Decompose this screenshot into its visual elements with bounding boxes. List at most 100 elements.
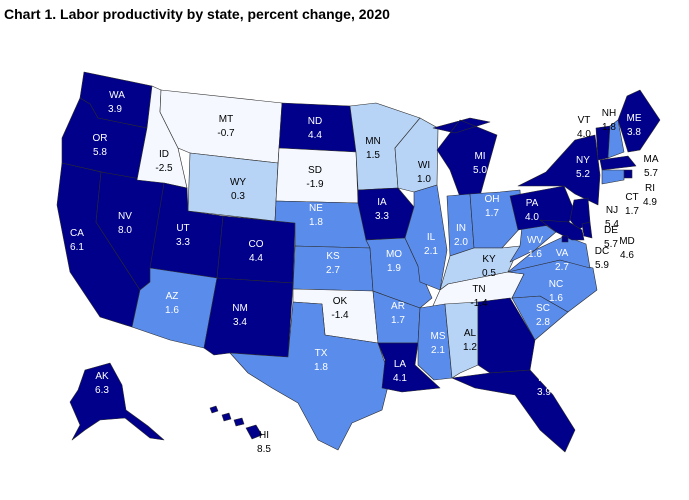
state-label-wa: WA — [109, 90, 125, 101]
state-label-ar: AR — [391, 301, 405, 312]
state-label-ok: OK — [333, 296, 348, 307]
state-value-in: 2.0 — [454, 237, 468, 248]
state-label-ny: NY — [576, 155, 590, 166]
state-value-al: 1.2 — [463, 342, 477, 353]
state-label-ma: MA — [644, 154, 659, 165]
state-label-ms: MS — [431, 331, 446, 342]
state-label-sd: SD — [308, 165, 322, 176]
state-nm — [203, 277, 294, 358]
state-label-ia: IA — [377, 197, 387, 208]
state-value-tn: -1.4 — [470, 298, 488, 309]
state-label-in: IN — [456, 223, 466, 234]
state-ri — [623, 169, 633, 179]
state-label-nj: NJ — [606, 205, 618, 216]
state-label-ri: RI — [645, 183, 655, 194]
state-label-mi: MI — [474, 151, 485, 162]
state-value-ok: -1.4 — [331, 310, 349, 321]
state-value-co: 4.4 — [249, 253, 263, 264]
state-md — [539, 219, 585, 241]
state-ma — [599, 155, 637, 171]
state-label-co: CO — [249, 239, 264, 250]
state-value-sd: -1.9 — [306, 179, 324, 190]
state-al — [444, 301, 479, 379]
state-value-ar: 1.7 — [391, 315, 405, 326]
state-value-wy: 0.3 — [231, 191, 245, 202]
state-nd — [278, 102, 357, 153]
state-value-ak: 6.3 — [95, 385, 109, 396]
state-value-nh: 1.8 — [602, 122, 616, 133]
state-value-pa: 4.0 — [525, 212, 539, 223]
state-value-nv: 8.0 — [118, 225, 132, 236]
state-label-dc: DC — [595, 246, 609, 257]
state-value-de: 5.7 — [604, 239, 618, 250]
state-label-md: MD — [619, 236, 635, 247]
state-label-or: OR — [93, 133, 108, 144]
state-label-nm: NM — [232, 303, 248, 314]
state-label-me: ME — [627, 113, 642, 124]
state-value-mo: 1.9 — [387, 263, 401, 274]
state-value-tx: 1.8 — [314, 362, 328, 373]
state-label-ks: KS — [326, 251, 340, 262]
state-value-ga: 3.7 — [505, 426, 519, 437]
state-la — [377, 342, 441, 393]
state-value-az: 1.6 — [165, 305, 179, 316]
state-value-ut: 3.3 — [176, 237, 190, 248]
state-label-vt: VT — [578, 115, 591, 126]
state-value-mi: 5.0 — [473, 165, 487, 176]
state-label-ak: AK — [95, 371, 109, 382]
state-value-wa: 3.9 — [108, 104, 122, 115]
state-mi — [432, 117, 498, 198]
state-value-ma: 5.7 — [644, 168, 658, 179]
state-label-il: IL — [427, 232, 436, 243]
state-value-nd: 4.4 — [308, 130, 322, 141]
state-tx — [229, 301, 391, 451]
state-value-ms: 2.1 — [431, 345, 445, 356]
state-value-ct: 1.7 — [625, 206, 639, 217]
state-ct — [601, 169, 625, 185]
state-value-sc: 2.8 — [536, 317, 550, 328]
state-label-nc: NC — [549, 279, 563, 290]
state-value-dc: 5.9 — [595, 260, 609, 271]
state-value-ky: 0.5 — [482, 268, 496, 279]
chart-title: Chart 1. Labor productivity by state, pe… — [4, 6, 390, 22]
state-label-wi: WI — [418, 160, 430, 171]
state-value-md: 4.6 — [620, 250, 634, 261]
state-label-ct: CT — [625, 192, 638, 203]
state-label-va: VA — [556, 248, 569, 259]
state-label-mn: MN — [365, 136, 381, 147]
state-label-ca: CA — [70, 228, 84, 239]
state-label-ut: UT — [176, 223, 189, 234]
state-fl — [451, 369, 576, 453]
state-value-mn: 1.5 — [366, 150, 380, 161]
state-value-nj: 5.4 — [605, 219, 619, 230]
state-value-ny: 5.2 — [576, 169, 590, 180]
state-value-me: 3.8 — [627, 127, 641, 138]
state-il — [404, 184, 448, 291]
state-ak — [69, 362, 165, 441]
state-value-id: -2.5 — [155, 163, 173, 174]
state-label-tn: TN — [472, 284, 485, 295]
state-me — [617, 89, 661, 153]
state-label-wv: WV — [527, 235, 543, 246]
state-label-sc: SC — [536, 303, 550, 314]
state-label-ne: NE — [309, 203, 323, 214]
state-label-la: LA — [394, 359, 407, 370]
state-dc — [561, 235, 569, 243]
state-de — [581, 221, 593, 239]
state-label-fl: FL — [538, 373, 550, 384]
state-value-wi: 1.0 — [417, 174, 431, 185]
state-label-nd: ND — [308, 116, 322, 127]
state-label-pa: PA — [526, 198, 539, 209]
state-value-hi: 8.5 — [257, 444, 271, 455]
state-value-oh: 1.7 — [485, 208, 499, 219]
state-label-nv: NV — [118, 211, 132, 222]
state-label-nh: NH — [602, 108, 616, 119]
state-value-ne: 1.8 — [309, 217, 323, 228]
state-value-fl: 3.9 — [537, 387, 551, 398]
state-value-mt: -0.7 — [217, 128, 235, 139]
state-label-de: DE — [604, 225, 618, 236]
state-value-va: 2.7 — [555, 262, 569, 273]
state-label-oh: OH — [485, 194, 500, 205]
state-value-ia: 3.3 — [375, 211, 389, 222]
state-label-al: AL — [464, 328, 477, 339]
